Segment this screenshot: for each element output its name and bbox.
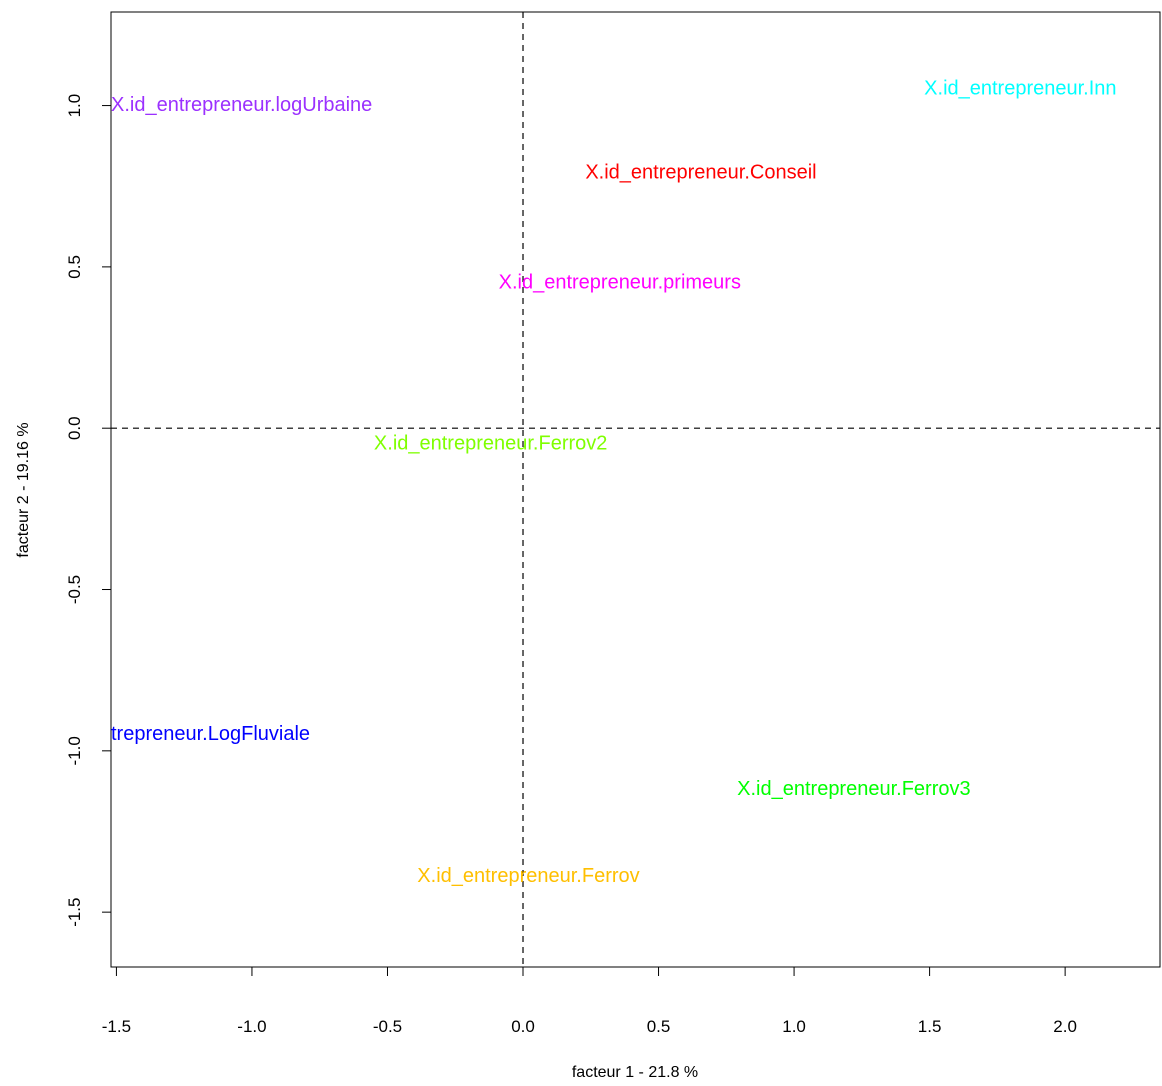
x-tick-label: -0.5 xyxy=(373,1017,402,1036)
y-tick-label: -1.0 xyxy=(65,736,84,765)
x-tick-label: 1.0 xyxy=(782,1017,806,1036)
y-tick-label: -1.5 xyxy=(65,898,84,927)
point-label: X.id_entrepreneur.Inn xyxy=(924,78,1116,100)
x-tick-label: -1.5 xyxy=(102,1017,131,1036)
y-axis: -1.5 -1.0 -0.5 0.0 0.5 1.0 xyxy=(65,94,112,927)
y-tick-label: 0.0 xyxy=(65,416,84,440)
y-axis-title: facteur 2 - 19.16 % xyxy=(15,422,32,557)
x-tick-label: 0.0 xyxy=(511,1017,535,1036)
point-label: X.id_entrepreneur.primeurs xyxy=(499,271,741,293)
point-label: X.id_entrepreneur.Ferrov2 xyxy=(374,433,607,455)
x-axis: -1.5 -1.0 -0.5 0.0 0.5 1.0 1.5 2.0 xyxy=(102,966,1077,1036)
point-label: X.id_entrepreneur.logUrbaine xyxy=(111,94,372,116)
point-label: X.id_entrepreneur.Ferrov3 xyxy=(737,778,970,800)
point-label-group: X.id_entrepreneur.logUrbaine X.id_entrepr… xyxy=(111,78,1117,887)
point-label: trepreneur.LogFluviale xyxy=(111,723,310,745)
y-tick-label: 0.5 xyxy=(65,255,84,279)
point-label: X.id_entrepreneur.Conseil xyxy=(585,162,816,184)
x-tick-label: 0.5 xyxy=(647,1017,671,1036)
x-tick-label: 2.0 xyxy=(1053,1017,1077,1036)
y-tick-label: 1.0 xyxy=(65,94,84,118)
x-tick-label: 1.5 xyxy=(918,1017,942,1036)
y-tick-label: -0.5 xyxy=(65,575,84,604)
plot-frame xyxy=(110,11,1161,968)
point-labels: X.id_entrepreneur.logUrbaine X.id_entrepr… xyxy=(111,78,1117,887)
point-label: X.id_entrepreneur.Ferrov xyxy=(417,865,639,887)
reference-lines xyxy=(111,12,1160,967)
x-tick-label: -1.0 xyxy=(237,1017,266,1036)
x-axis-title: facteur 1 - 21.8 % xyxy=(572,1064,698,1081)
